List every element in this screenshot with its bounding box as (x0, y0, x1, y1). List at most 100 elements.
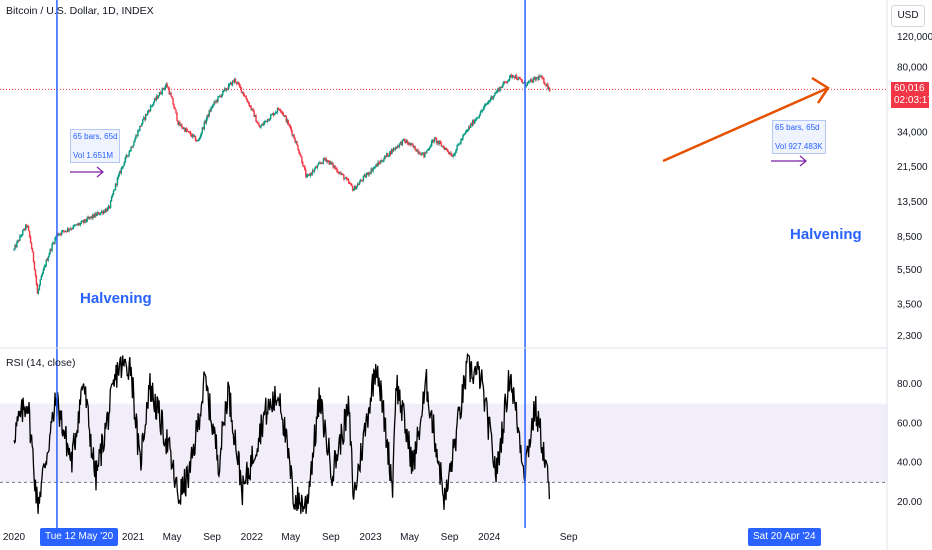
price-tick-label: 8,500 (897, 232, 922, 243)
candle (382, 160, 384, 163)
candle (376, 163, 378, 167)
candle (74, 224, 77, 227)
candle (16, 240, 18, 248)
candle (320, 161, 323, 165)
candle (418, 150, 420, 155)
candle (478, 113, 481, 119)
candle (93, 214, 95, 218)
candle (129, 150, 131, 152)
candle (106, 207, 108, 213)
candle (94, 211, 96, 218)
time-tick-label: 2022 (241, 532, 264, 543)
candle (236, 81, 239, 85)
candle (51, 242, 53, 253)
candle (29, 235, 32, 244)
candle (276, 107, 279, 115)
candle (172, 97, 174, 105)
candle (218, 96, 220, 98)
candle (217, 96, 219, 104)
candle (98, 212, 100, 215)
candle (421, 152, 423, 156)
candle (215, 99, 217, 104)
candle (45, 258, 47, 268)
candle (60, 232, 62, 237)
candle (495, 90, 497, 94)
candle (162, 87, 164, 91)
candle (338, 171, 340, 176)
candle (182, 126, 184, 129)
candle (231, 80, 234, 87)
candle (394, 146, 397, 152)
rsi-tick-label: 60.00 (897, 418, 922, 429)
candle (46, 257, 48, 261)
candle (303, 165, 305, 168)
candle (426, 150, 428, 154)
candle (77, 222, 80, 227)
currency-button[interactable]: USD (891, 5, 925, 27)
candle (329, 160, 331, 165)
candle (433, 136, 436, 144)
measure-vol-left: Vol 1.651M (73, 151, 114, 160)
price-tick-label: 80,000 (897, 63, 928, 74)
price-tick-label: 3,500 (897, 299, 922, 310)
candle (219, 94, 221, 98)
candle (477, 116, 480, 119)
measure-bars-right: 65 bars, 65d (775, 123, 820, 132)
candle (147, 110, 149, 116)
candle (96, 211, 98, 217)
candle (140, 125, 142, 128)
candle (445, 147, 447, 151)
candle (352, 188, 355, 191)
candle (117, 173, 120, 180)
time-tick-label: May (400, 532, 419, 543)
candle (149, 104, 152, 112)
candle (499, 86, 501, 93)
candle (383, 157, 385, 163)
trend-arrow[interactable] (662, 76, 830, 163)
measure-arrows (70, 155, 807, 178)
candle (174, 106, 176, 110)
candle (254, 115, 256, 118)
candle (90, 216, 92, 220)
candle (145, 113, 147, 122)
candle (264, 119, 266, 125)
candle (472, 119, 475, 126)
candle (385, 155, 387, 159)
measure-label-right[interactable]: 65 bars, 65d Vol 927.483K (772, 120, 826, 154)
candle (159, 90, 162, 95)
candle (14, 243, 16, 251)
candle (528, 80, 530, 84)
candle (282, 111, 284, 117)
rsi-tick-label: 80.00 (897, 379, 922, 390)
candle (65, 230, 67, 232)
candle (207, 113, 209, 119)
candle (419, 151, 421, 155)
candle (316, 164, 319, 170)
candle (270, 113, 273, 116)
candle (105, 207, 107, 213)
candle (358, 180, 361, 186)
candle (292, 133, 294, 138)
candle (232, 79, 235, 83)
candle (151, 103, 154, 108)
candle (133, 140, 135, 146)
candle (273, 113, 276, 116)
candle (393, 148, 396, 151)
candle (25, 223, 27, 232)
candle (203, 119, 205, 131)
candle (246, 98, 248, 103)
candle (475, 116, 478, 121)
candle (62, 229, 64, 233)
candle (549, 86, 551, 93)
candle (392, 146, 395, 152)
time-tick-label: Sep (203, 532, 221, 543)
candle (279, 108, 282, 114)
candle (348, 178, 350, 185)
measure-label-left[interactable]: 65 bars, 65d Vol 1.651M (70, 129, 121, 163)
candle (357, 182, 360, 186)
candle (328, 160, 330, 166)
candle (178, 121, 180, 127)
candle (491, 96, 493, 100)
candle (468, 125, 470, 132)
candle (22, 229, 24, 236)
